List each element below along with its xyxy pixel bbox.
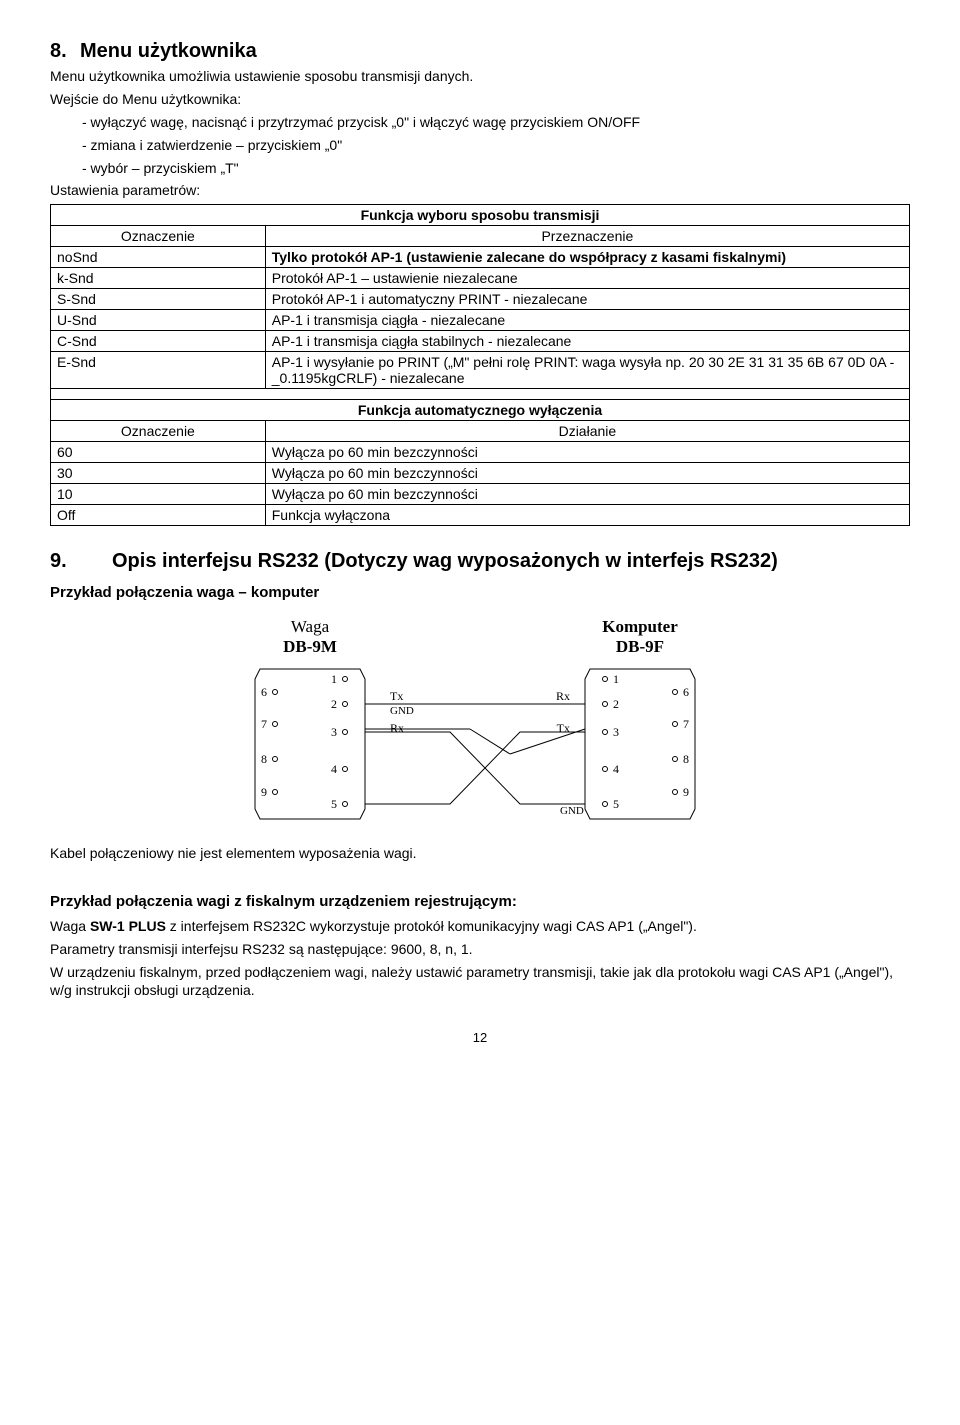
diag-right-conn: DB-9F bbox=[616, 637, 664, 656]
section8-bullet-0: - wyłączyć wagę, nacisnąć i przytrzymać … bbox=[50, 113, 910, 132]
svg-text:9: 9 bbox=[261, 785, 267, 799]
table-row-value: Funkcja wyłączona bbox=[265, 505, 909, 526]
diag-left-conn: DB-9M bbox=[283, 637, 337, 656]
svg-text:Tx: Tx bbox=[390, 689, 403, 703]
section9-num: 9. bbox=[50, 550, 80, 573]
svg-text:Rx: Rx bbox=[556, 689, 570, 703]
svg-text:Tx: Tx bbox=[557, 721, 570, 735]
svg-text:GND: GND bbox=[560, 805, 584, 817]
svg-text:3: 3 bbox=[613, 725, 619, 739]
example1-title: Przykład połączenia waga – komputer bbox=[50, 583, 910, 603]
svg-text:2: 2 bbox=[613, 697, 619, 711]
table-row-value: AP-1 i wysyłanie po PRINT („M" pełni rol… bbox=[265, 352, 909, 389]
section8-bullet-1: - zmiana i zatwierdzenie – przyciskiem „… bbox=[50, 136, 910, 155]
table-row-key: E-Snd bbox=[51, 352, 266, 389]
table2-col1: Oznaczenie bbox=[51, 421, 266, 442]
section8-title: Menu użytkownika bbox=[80, 40, 257, 62]
table-row-value: Wyłącza po 60 min bezczynności bbox=[265, 484, 909, 505]
table-row-key: U-Snd bbox=[51, 310, 266, 331]
svg-text:7: 7 bbox=[261, 717, 267, 731]
section9-para2: Parametry transmisji interfejsu RS232 są… bbox=[50, 940, 910, 959]
table-row-key: 30 bbox=[51, 463, 266, 484]
table1-col1: Oznaczenie bbox=[51, 226, 266, 247]
svg-text:6: 6 bbox=[683, 685, 689, 699]
example2-title: Przykład połączenia wagi z fiskalnym urz… bbox=[50, 892, 910, 912]
section9-heading: 9.Opis interfejsu RS232 (Dotyczy wag wyp… bbox=[50, 550, 910, 573]
table-row-value: Protokół AP-1 i automatyczny PRINT - nie… bbox=[265, 289, 909, 310]
table-row-key: noSnd bbox=[51, 247, 266, 268]
wiring-diagram: Waga DB-9M Komputer DB-9F 6 7 8 9 1 2 3 4 5 1 2 3… bbox=[190, 614, 770, 834]
section8-num: 8. bbox=[50, 40, 80, 63]
svg-text:4: 4 bbox=[613, 762, 619, 776]
section8-entry: Wejście do Menu użytkownika: bbox=[50, 90, 910, 109]
svg-text:2: 2 bbox=[331, 697, 337, 711]
para1-post: z interfejsem RS232C wykorzystuje protok… bbox=[166, 918, 697, 934]
svg-text:1: 1 bbox=[331, 672, 337, 686]
table-row-value: AP-1 i transmisja ciągła - niezalecane bbox=[265, 310, 909, 331]
table-row-value: AP-1 i transmisja ciągła stabilnych - ni… bbox=[265, 331, 909, 352]
svg-text:1: 1 bbox=[613, 672, 619, 686]
table-transmission: Funkcja wyboru sposobu transmisji Oznacz… bbox=[50, 204, 910, 526]
svg-text:8: 8 bbox=[261, 752, 267, 766]
svg-text:Rx: Rx bbox=[390, 721, 404, 735]
para1-pre: Waga bbox=[50, 918, 90, 934]
section8-intro: Menu użytkownika umożliwia ustawienie sp… bbox=[50, 67, 910, 86]
svg-text:7: 7 bbox=[683, 717, 689, 731]
svg-text:9: 9 bbox=[683, 785, 689, 799]
table1-col2: Przeznaczenie bbox=[265, 226, 909, 247]
para1-bold: SW-1 PLUS bbox=[90, 918, 166, 934]
table-row-key: Off bbox=[51, 505, 266, 526]
svg-text:8: 8 bbox=[683, 752, 689, 766]
section8-heading: 8.Menu użytkownika bbox=[50, 40, 910, 63]
section9-para3: W urządzeniu fiskalnym, przed podłączeni… bbox=[50, 963, 910, 1001]
table-row-value: Wyłącza po 60 min bezczynności bbox=[265, 463, 909, 484]
section9-para1: Waga SW-1 PLUS z interfejsem RS232C wyko… bbox=[50, 917, 910, 936]
cable-note: Kabel połączeniowy nie jest elementem wy… bbox=[50, 844, 910, 863]
table-row-value: Protokół AP-1 – ustawienie niezalecane bbox=[265, 268, 909, 289]
svg-text:5: 5 bbox=[331, 797, 337, 811]
svg-text:6: 6 bbox=[261, 685, 267, 699]
table-row-key: 60 bbox=[51, 442, 266, 463]
page-number: 12 bbox=[50, 1030, 910, 1045]
diag-right-name: Komputer bbox=[602, 617, 678, 636]
table-row-key: k-Snd bbox=[51, 268, 266, 289]
table2-col2: Działanie bbox=[265, 421, 909, 442]
section8-bullet-2: - wybór – przyciskiem „T" bbox=[50, 159, 910, 178]
section8-params-label: Ustawienia parametrów: bbox=[50, 181, 910, 200]
table-row-key: S-Snd bbox=[51, 289, 266, 310]
section9-title: Opis interfejsu RS232 (Dotyczy wag wypos… bbox=[80, 550, 778, 572]
diag-left-name: Waga bbox=[291, 617, 330, 636]
table-row-value: Wyłącza po 60 min bezczynności bbox=[265, 442, 909, 463]
table-row-key: C-Snd bbox=[51, 331, 266, 352]
svg-text:5: 5 bbox=[613, 797, 619, 811]
table2-title: Funkcja automatycznego wyłączenia bbox=[51, 400, 910, 421]
svg-text:3: 3 bbox=[331, 725, 337, 739]
table-row-value: Tylko protokół AP-1 (ustawienie zalecane… bbox=[265, 247, 909, 268]
svg-text:4: 4 bbox=[331, 762, 337, 776]
table1-title: Funkcja wyboru sposobu transmisji bbox=[51, 205, 910, 226]
table-row-key: 10 bbox=[51, 484, 266, 505]
svg-text:GND: GND bbox=[390, 705, 414, 717]
